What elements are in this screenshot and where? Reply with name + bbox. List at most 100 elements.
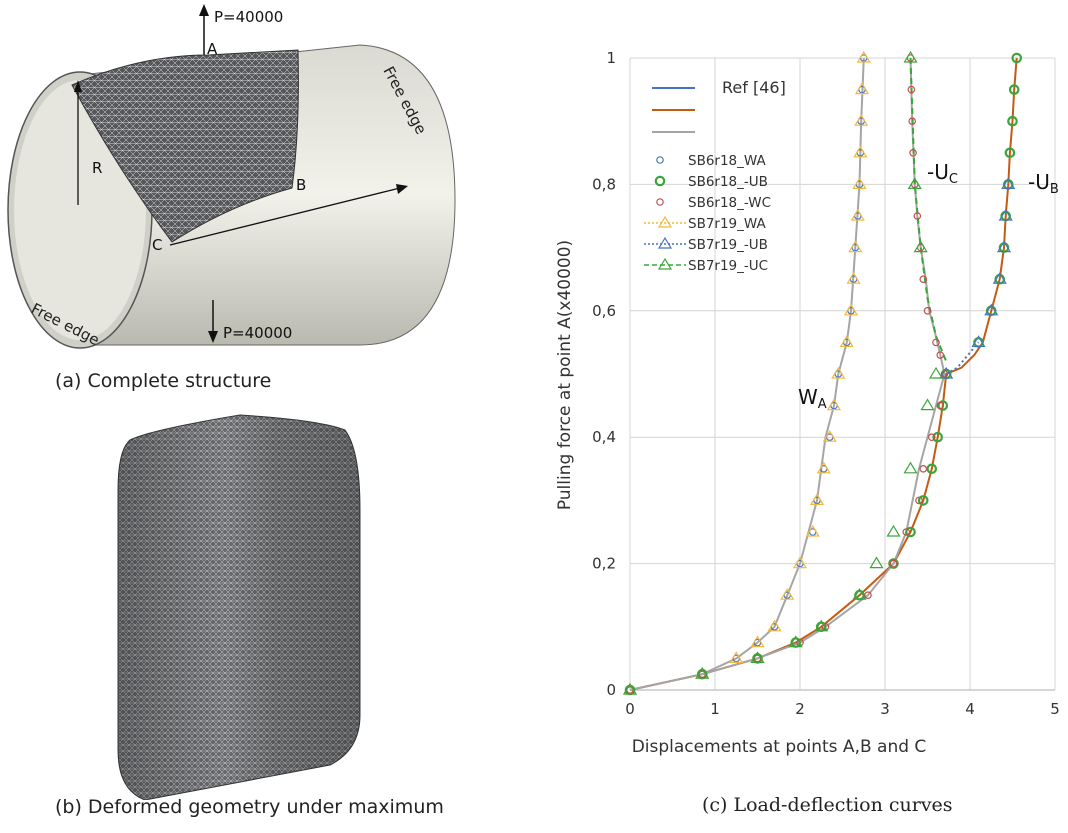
data-marker: [846, 272, 861, 284]
data-marker: [907, 85, 916, 94]
series-line: [945, 341, 980, 375]
data-marker: [856, 50, 871, 63]
caption-a: (a) Complete structure: [55, 370, 272, 392]
data-marker: [853, 145, 868, 158]
legend-swatch-marker: [654, 175, 666, 187]
data-marker: [850, 208, 865, 221]
data-marker: [917, 495, 929, 506]
data-marker: [864, 591, 872, 600]
data-marker: [888, 558, 899, 569]
data-marker: [821, 622, 830, 631]
legend-swatch-marker: [656, 198, 664, 206]
load-deflection-chart: 0 1 2 3 4 5 0 0,2 0,4 0,6 0,8 1 Ref [46] SB6r18_WA SB…: [555, 49, 1060, 757]
data-marker: [809, 493, 825, 505]
top-load-arrowhead: [199, 4, 209, 16]
point-a-label: A: [207, 40, 218, 58]
data-marker: [822, 430, 837, 442]
chart-axes: 0 1 2 3 4 5 0 0,2 0,4 0,6 0,8 1: [592, 49, 1060, 718]
data-marker: [1007, 115, 1018, 127]
data-marker: [805, 524, 820, 537]
data-marker: [926, 463, 938, 475]
point-c-label: C: [152, 236, 162, 254]
data-marker: [937, 400, 949, 411]
top-load-label: P=40000: [214, 8, 283, 26]
data-marker: [889, 559, 898, 568]
data-marker: [905, 526, 916, 538]
data-marker: [1011, 52, 1023, 64]
bottom-load-label: P=40000: [223, 324, 292, 342]
data-marker: [936, 351, 945, 359]
curve-label-wa: WA: [798, 385, 827, 412]
legend-swatch-marker: [657, 215, 673, 228]
data-marker: [886, 524, 901, 537]
data-marker: [919, 464, 928, 473]
data-marker: [936, 401, 945, 410]
legend-entry-label: SB7r19_-UB: [688, 237, 768, 253]
y-axis-label: Pulling force at point A(x40000): [555, 240, 575, 510]
y-tick-label: 1: [606, 49, 616, 67]
y-tick-label: 0,8: [592, 175, 616, 193]
panel-b-deformed-geometry: (b) Deformed geometry under maximum: [0, 400, 470, 833]
data-marker: [971, 335, 986, 347]
data-marker: [996, 240, 1012, 253]
legend-swatch-marker: [656, 156, 664, 164]
deformed-mesh-illustration: [117, 414, 361, 801]
legend-entry-label: SB6r18_-WC: [688, 195, 771, 211]
data-marker: [1008, 84, 1020, 95]
panel-a-complete-structure: P=40000 P=40000 A B C R Free edge Free e…: [0, 0, 470, 400]
y-tick-label: 0,6: [592, 302, 616, 320]
curve-label-uc: -UC: [927, 160, 958, 187]
data-marker: [792, 556, 808, 569]
data-marker: [923, 306, 932, 315]
data-marker: [928, 366, 944, 379]
caption-c: (c) Load-deflection curves: [702, 794, 953, 816]
x-tick-label: 0: [625, 700, 635, 718]
y-tick-label: 0: [606, 681, 616, 699]
data-marker: [854, 82, 870, 95]
caption-b: (b) Deformed geometry under maximum: [55, 796, 444, 818]
data-marker: [780, 588, 795, 600]
c-to-b-arrowhead: [396, 184, 408, 194]
data-marker: [919, 275, 928, 284]
x-tick-label: 5: [1050, 700, 1060, 718]
data-marker: [903, 461, 918, 474]
data-marker: [695, 667, 710, 679]
data-marker: [854, 114, 869, 126]
data-marker: [902, 528, 911, 536]
curve-label-ub: -UB: [1028, 170, 1059, 197]
data-marker: [998, 208, 1013, 221]
legend-entry-label: SB7r19_WA: [688, 216, 767, 232]
data-marker: [940, 370, 949, 378]
data-marker: [932, 431, 943, 443]
data-marker: [869, 556, 884, 569]
data-marker: [839, 335, 854, 347]
data-marker: [816, 461, 831, 474]
y-tick-label: 0,4: [592, 428, 616, 446]
data-marker: [939, 366, 954, 379]
data-marker: [932, 338, 940, 347]
x-tick-label: 4: [965, 700, 975, 718]
chart-markers: [622, 50, 1023, 696]
data-marker: [622, 682, 638, 695]
x-tick-label: 3: [880, 700, 890, 718]
y-tick-label: 0,2: [592, 555, 616, 573]
legend-swatch-marker: [657, 257, 673, 270]
bottom-load-arrowhead: [208, 331, 218, 343]
data-marker: [831, 366, 846, 379]
data-marker: [1004, 147, 1016, 159]
x-tick-label: 2: [795, 700, 805, 718]
data-marker: [992, 272, 1007, 284]
legend-entry-label: Ref [46]: [722, 78, 786, 97]
data-marker: [814, 619, 829, 632]
data-marker: [913, 240, 928, 253]
c-to-b-line: [169, 187, 401, 246]
data-marker: [915, 496, 923, 505]
legend-swatch-marker: [657, 236, 673, 249]
data-marker: [1001, 177, 1016, 189]
data-marker: [750, 651, 765, 664]
data-marker: [788, 635, 803, 648]
data-marker: [729, 651, 744, 664]
legend-entry-label: SB6r18_-UB: [688, 174, 768, 190]
series-line: [909, 57, 948, 362]
panel-c-load-deflection: 0 1 2 3 4 5 0 0,2 0,4 0,6 0,8 1 Ref [46] SB6r18_WA SB…: [540, 0, 1068, 833]
